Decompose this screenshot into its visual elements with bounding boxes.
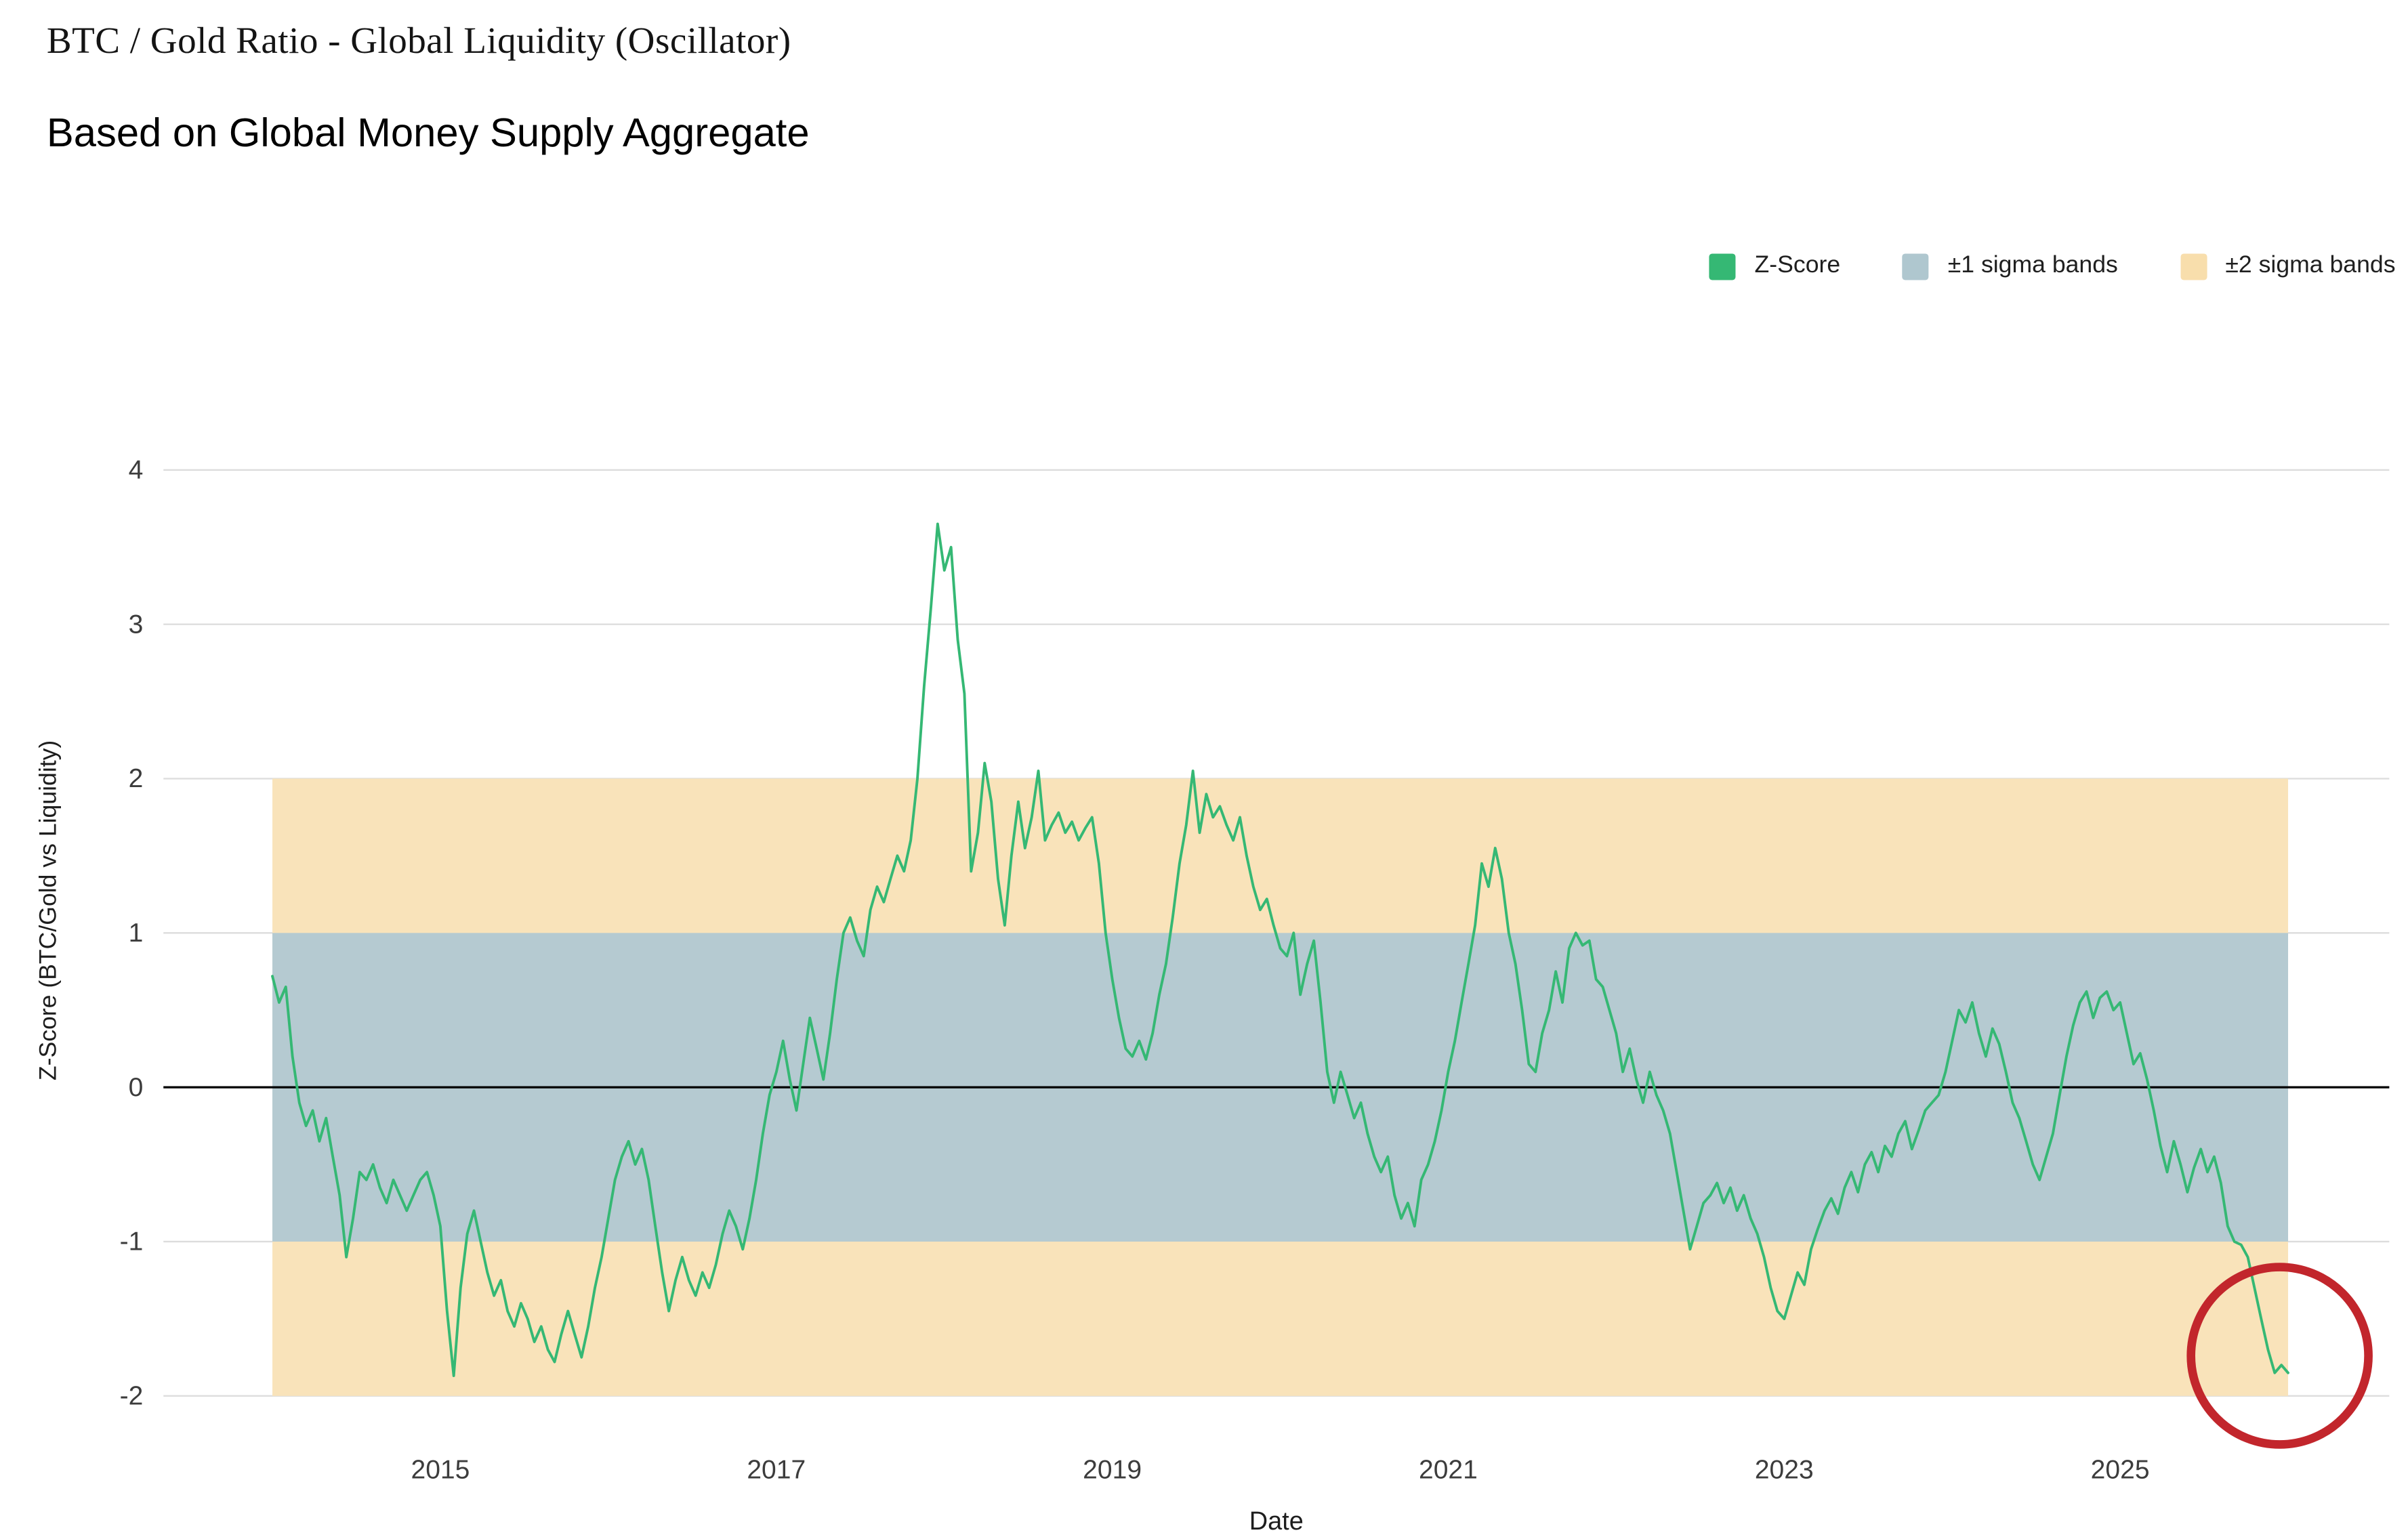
- legend: Z-Score ±1 sigma bands ±2 sigma bands: [1709, 252, 2396, 280]
- x-tick-label: 2025: [2091, 1455, 2150, 1484]
- legend-label: ±2 sigma bands: [2225, 252, 2396, 279]
- legend-item-sigma2: ±2 sigma bands: [2180, 252, 2396, 280]
- y-axis-label: Z-Score (BTC/Gold vs Liquidity): [35, 740, 62, 1080]
- sigma1-swatch-icon: [1903, 253, 1930, 280]
- y-tick-label: 3: [129, 610, 144, 639]
- y-tick-label: -1: [120, 1227, 144, 1257]
- legend-label: ±1 sigma bands: [1947, 252, 2118, 279]
- y-tick-label: 1: [129, 919, 144, 948]
- x-tick-label: 2019: [1083, 1455, 1142, 1484]
- zscore-line: [271, 522, 2289, 1377]
- chart-subtitle: Based on Global Money Supply Aggregate: [46, 108, 810, 156]
- zscore-swatch-icon: [1709, 253, 1736, 280]
- legend-item-sigma1: ±1 sigma bands: [1903, 252, 2118, 280]
- x-tick-label: 2023: [1755, 1455, 1814, 1484]
- x-tick-label: 2021: [1419, 1455, 1478, 1484]
- y-tick-label: 4: [129, 455, 144, 484]
- sigma2-swatch-icon: [2180, 253, 2207, 280]
- highlight-circle-annotation: [2186, 1263, 2373, 1449]
- x-tick-label: 2017: [747, 1455, 806, 1484]
- y-tick-label: 0: [129, 1073, 144, 1102]
- y-tick-label: -2: [120, 1381, 144, 1410]
- legend-item-zscore: Z-Score: [1709, 252, 1840, 280]
- x-axis-label: Date: [1249, 1507, 1304, 1536]
- chart-title: BTC / Gold Ratio - Global Liquidity (Osc…: [46, 22, 791, 62]
- x-tick-labels: 2015 2017 2019 2021 2023 2025: [411, 1455, 2150, 1484]
- x-tick-label: 2015: [411, 1455, 470, 1484]
- y-tick-label: 2: [129, 764, 144, 793]
- legend-label: Z-Score: [1754, 252, 1841, 279]
- y-tick-labels: 4 3 2 1 0 -1 -2: [120, 455, 144, 1410]
